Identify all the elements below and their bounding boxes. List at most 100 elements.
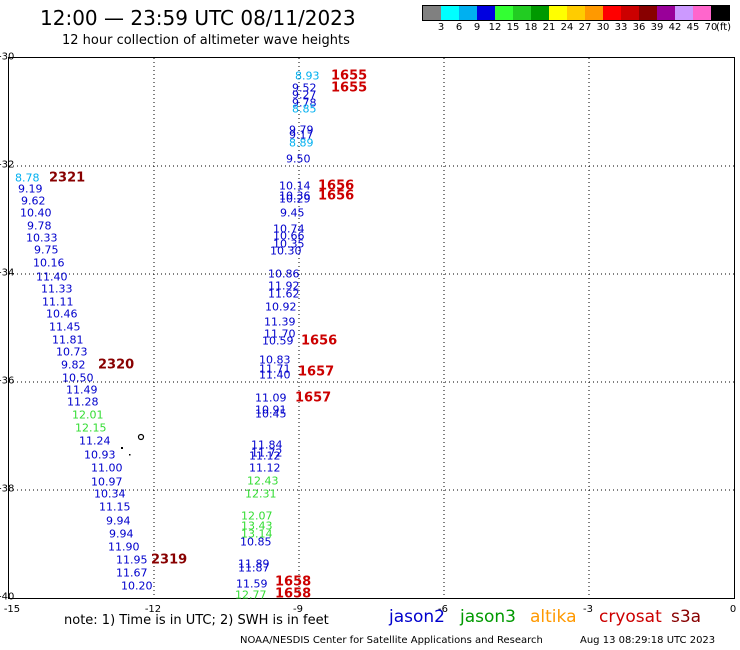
pass-time-label: 2319 bbox=[151, 552, 188, 568]
legend-label: 33 bbox=[614, 22, 628, 33]
wave-height-value: 12.43 bbox=[247, 474, 279, 488]
legend-swatch bbox=[567, 6, 585, 20]
legend-swatch bbox=[711, 6, 729, 20]
latitude-tick-label: -30 bbox=[0, 51, 15, 63]
footnote: note: 1) Time is in UTC; 2) SWH is in fe… bbox=[64, 613, 329, 628]
legend-swatch bbox=[585, 6, 603, 20]
wave-height-value: 10.29 bbox=[279, 192, 311, 206]
wave-height-value: 11.28 bbox=[67, 395, 99, 409]
wave-height-value: 11.12 bbox=[249, 449, 281, 463]
pass-time-label: 2321 bbox=[49, 170, 86, 186]
legend-swatch bbox=[603, 6, 621, 20]
wave-height-value: 12.01 bbox=[72, 408, 104, 422]
pass-time-label: 1656 bbox=[318, 188, 355, 204]
wave-height-value: 10.66 bbox=[273, 229, 305, 243]
pass-time-label: 1658 bbox=[275, 586, 312, 602]
wave-height-value: 11.87 bbox=[238, 561, 270, 575]
wave-height-value: 10.92 bbox=[265, 300, 297, 314]
legend-unit: (ft) bbox=[716, 22, 732, 33]
wave-height-value: 11.12 bbox=[249, 461, 281, 475]
wave-height-value: 11.39 bbox=[264, 315, 296, 329]
wave-height-value: 10.91 bbox=[255, 403, 287, 417]
legend-swatch bbox=[621, 6, 639, 20]
wave-height-value: 10.40 bbox=[20, 206, 52, 220]
satellite-legend-altika: altika bbox=[530, 607, 577, 627]
map-panel: 8.78 9.19 9.62 10.40 9.78 10.33 9.75 10.16 11.40… bbox=[8, 57, 735, 602]
wave-height-value: 10.35 bbox=[273, 237, 305, 251]
wave-height-value: 11.24 bbox=[79, 434, 111, 448]
legend-swatch bbox=[675, 6, 693, 20]
legend-swatch bbox=[495, 6, 513, 20]
wave-height-value: 8.89 bbox=[289, 136, 314, 150]
wave-height-value: 12.07 bbox=[241, 509, 273, 523]
wave-height-value: 11.45 bbox=[49, 320, 81, 334]
pass-time-label: 1657 bbox=[298, 364, 335, 380]
wave-height-value: 11.33 bbox=[41, 282, 73, 296]
wave-height-value: 11.11 bbox=[42, 295, 74, 309]
wave-height-value: 12.31 bbox=[245, 487, 277, 501]
wave-height-value: 9.94 bbox=[106, 514, 131, 528]
island-icon bbox=[129, 454, 131, 456]
wave-height-value: 10.45 bbox=[255, 407, 287, 421]
longitude-tick-label: -12 bbox=[144, 604, 162, 615]
wave-height-value: 10.36 bbox=[279, 189, 311, 203]
wave-height-value: 9.27 bbox=[292, 88, 317, 102]
legend-swatch bbox=[693, 6, 711, 20]
legend-swatch bbox=[423, 6, 441, 20]
wave-height-value: 9.62 bbox=[21, 194, 46, 208]
wave-height-value: 9.50 bbox=[286, 152, 311, 166]
longitude-tick-label: -15 bbox=[3, 604, 21, 615]
credit-line: NOAA/NESDIS Center for Satellite Applica… bbox=[240, 635, 543, 646]
pass-time-label: 1655 bbox=[331, 80, 368, 96]
legend-label: 45 bbox=[686, 22, 700, 33]
wave-height-value: 8.85 bbox=[292, 102, 317, 116]
wave-height-value: 12.77 bbox=[235, 588, 267, 602]
wave-height-value: 9.45 bbox=[280, 206, 305, 220]
legend-swatch bbox=[513, 6, 531, 20]
wave-height-value: 10.14 bbox=[279, 179, 311, 193]
legend-label: 27 bbox=[578, 22, 592, 33]
island-icon bbox=[137, 433, 145, 441]
wave-height-value: 11.71 bbox=[259, 362, 291, 376]
satellite-legend-cryosat: cryosat bbox=[599, 607, 662, 627]
wave-height-value: 11.40 bbox=[36, 270, 68, 284]
legend-label: 6 bbox=[455, 22, 463, 33]
wave-height-value: 11.00 bbox=[91, 461, 123, 475]
wave-height-value: 9.52 bbox=[292, 81, 317, 95]
pass-time-label: 2320 bbox=[98, 357, 135, 373]
chart-title: 12:00 — 23:59 UTC 08/11/2023 bbox=[40, 6, 356, 30]
legend-swatch bbox=[657, 6, 675, 20]
legend-label: 12 bbox=[488, 22, 502, 33]
latitude-tick-label: -36 bbox=[0, 375, 15, 387]
wave-height-color-legend bbox=[422, 5, 730, 21]
pass-time-label: 1657 bbox=[295, 390, 332, 406]
pass-time-label: 1655 bbox=[331, 68, 368, 84]
satellite-legend-jason3: jason3 bbox=[460, 607, 516, 627]
latitude-tick-label: -32 bbox=[0, 159, 15, 171]
legend-label: 30 bbox=[596, 22, 610, 33]
wave-height-value: 10.97 bbox=[91, 475, 123, 489]
wave-height-value: 8.78 bbox=[15, 171, 40, 185]
legend-label: 3 bbox=[437, 22, 445, 33]
legend-swatch bbox=[639, 6, 657, 20]
wave-height-value: 10.86 bbox=[268, 267, 300, 281]
wave-height-value: 11.89 bbox=[238, 557, 270, 571]
chart-subtitle: 12 hour collection of altimeter wave hei… bbox=[62, 33, 350, 48]
wave-height-value: 11.70 bbox=[264, 327, 296, 341]
wave-height-value: 10.30 bbox=[270, 244, 302, 258]
latitude-tick-label: -34 bbox=[0, 267, 15, 279]
wave-height-value: 10.16 bbox=[33, 256, 65, 270]
wave-height-value: 10.83 bbox=[259, 353, 291, 367]
wave-height-value: 11.59 bbox=[236, 577, 268, 591]
latitude-tick-label: -38 bbox=[0, 483, 15, 495]
legend-label: 15 bbox=[506, 22, 520, 33]
wave-height-value: 10.33 bbox=[26, 231, 58, 245]
wave-height-value: 11.81 bbox=[52, 333, 84, 347]
wave-height-value: 9.78 bbox=[292, 96, 317, 110]
wave-height-value: 8.93 bbox=[295, 69, 320, 83]
wave-height-value: 11.49 bbox=[66, 383, 98, 397]
generation-timestamp: Aug 13 08:29:18 UTC 2023 bbox=[580, 635, 716, 646]
graticule bbox=[9, 58, 734, 598]
wave-height-value: 9.75 bbox=[34, 243, 59, 257]
legend-label: 42 bbox=[668, 22, 682, 33]
